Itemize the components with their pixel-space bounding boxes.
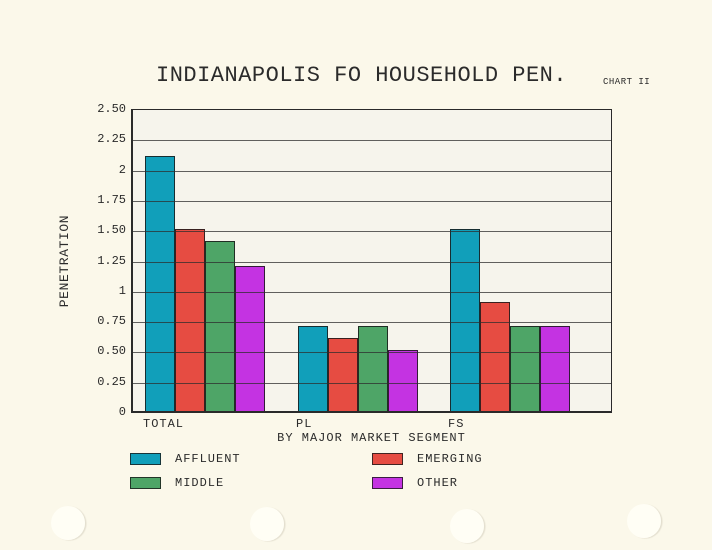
- gridline: [133, 200, 611, 202]
- punch-hole: [250, 507, 284, 541]
- x-tick-label-fs: FS: [448, 417, 465, 431]
- x-axis-title: BY MAJOR MARKET SEGMENT: [277, 431, 466, 445]
- bar-middle-fs: [510, 326, 540, 411]
- x-tick-label-pl: PL: [296, 417, 313, 431]
- bar-emerging-fs: [480, 302, 510, 411]
- bar-affluent-pl: [298, 326, 328, 411]
- gridline: [133, 322, 611, 324]
- page-title: INDIANAPOLIS FO HOUSEHOLD PEN.: [156, 63, 568, 88]
- bar-affluent-total: [145, 156, 175, 411]
- gridline: [133, 140, 611, 142]
- legend-swatch-emerging: [372, 453, 403, 465]
- y-tick-label: 2.50: [97, 102, 126, 116]
- bar-other-pl: [388, 350, 418, 411]
- bar-emerging-pl: [328, 338, 358, 411]
- bar-other-total: [235, 266, 265, 411]
- legend-label-emerging: EMERGING: [417, 452, 483, 466]
- y-tick-label: 0.75: [97, 314, 126, 329]
- y-tick-label: 0.25: [97, 374, 126, 389]
- bar-middle-pl: [358, 326, 388, 411]
- gridline: [133, 352, 611, 354]
- chart-number-label: CHART II: [603, 77, 651, 87]
- legend-swatch-affluent: [130, 453, 161, 465]
- y-tick-label: 0.50: [97, 344, 126, 359]
- x-tick-label-total: TOTAL: [143, 417, 185, 431]
- gridline: [133, 231, 611, 233]
- y-tick-label: 1: [118, 283, 126, 298]
- legend-label-affluent: AFFLUENT: [175, 452, 241, 466]
- gridline: [133, 291, 611, 293]
- legend-label-other: OTHER: [417, 476, 459, 490]
- y-axis-title: PENETRATION: [57, 214, 72, 308]
- y-tick-label: 0: [118, 405, 126, 419]
- punch-hole: [627, 504, 661, 538]
- bar-other-fs: [540, 326, 570, 411]
- gridline: [133, 382, 611, 384]
- plot-area: [131, 109, 612, 413]
- punch-hole: [51, 506, 85, 540]
- legend-swatch-other: [372, 477, 403, 489]
- punch-hole: [450, 509, 484, 543]
- legend-swatch-middle: [130, 477, 161, 489]
- bar-affluent-fs: [450, 229, 480, 411]
- bar-emerging-total: [175, 229, 205, 411]
- gridline: [133, 170, 611, 172]
- y-tick-label: 2.25: [97, 132, 126, 147]
- bar-middle-total: [205, 241, 235, 411]
- y-tick-label: 1.50: [97, 223, 126, 238]
- y-tick-label: 1.75: [97, 192, 126, 207]
- gridline: [133, 261, 611, 263]
- legend-label-middle: MIDDLE: [175, 476, 225, 490]
- y-tick-label: 2: [118, 162, 126, 177]
- y-tick-label: 1.25: [97, 253, 126, 268]
